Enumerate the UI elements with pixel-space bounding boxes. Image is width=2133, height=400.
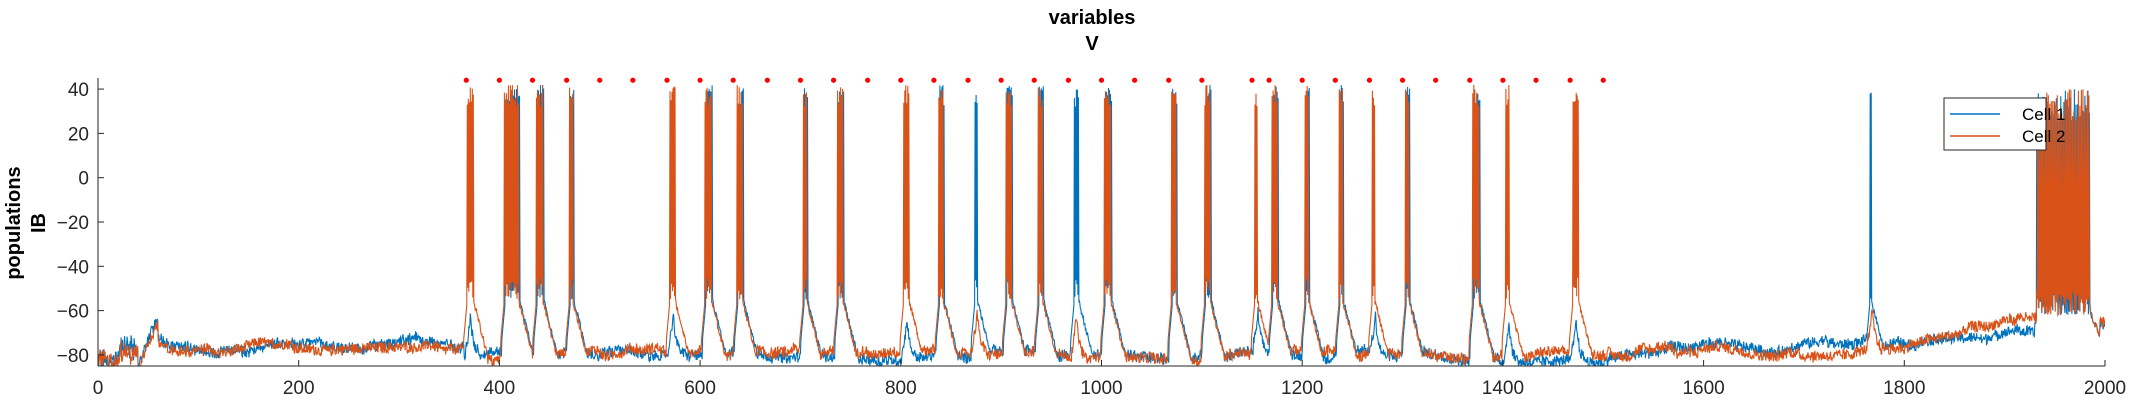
y-axis-label-line1: populations: [3, 166, 25, 279]
marker-point: [965, 77, 971, 83]
marker-point: [1098, 77, 1105, 83]
marker-point: [797, 77, 804, 83]
marker-point: [1065, 77, 1071, 83]
marker-point: [529, 77, 536, 83]
marker-point: [830, 77, 837, 83]
x-tick-label: 200: [283, 378, 315, 399]
legend: Cell 1 Cell 2: [1943, 97, 2065, 151]
marker-point: [1600, 77, 1606, 83]
x-tick-label: 1400: [1482, 378, 1524, 399]
y-tick-label: 40: [68, 80, 89, 101]
marker-point: [764, 77, 770, 83]
y-axis-label: populations IB: [3, 166, 50, 279]
chart-subtitle: V: [1085, 33, 1099, 55]
marker-series: [463, 77, 1606, 83]
marker-point: [1567, 77, 1573, 83]
x-tick-label: 1800: [1883, 378, 1925, 399]
marker-point: [1132, 77, 1138, 83]
y-tick-label: 20: [68, 124, 89, 145]
y-axis-label-line2: IB: [28, 213, 50, 233]
marker-point: [1533, 77, 1539, 83]
y-tick-label: −20: [57, 213, 89, 234]
marker-point: [564, 77, 570, 83]
marker-point: [898, 77, 904, 83]
legend-box: [1943, 97, 2047, 151]
marker-point: [1467, 77, 1473, 83]
marker-point: [865, 77, 871, 83]
marker-point: [697, 77, 703, 83]
marker-point: [1399, 77, 1406, 83]
x-tick-label: 400: [484, 378, 516, 399]
x-tick-label: 1000: [1080, 378, 1122, 399]
legend-label-cell-1: Cell 1: [2022, 105, 2065, 124]
y-tick-label: 0: [78, 169, 89, 190]
marker-point: [664, 77, 670, 83]
y-axis-ticks: 40 20 0 −20 −40 −60 −80: [57, 80, 104, 367]
marker-point: [1266, 77, 1272, 83]
legend-label-cell-2: Cell 2: [2022, 127, 2065, 146]
x-tick-label: 1200: [1281, 378, 1323, 399]
marker-point: [1366, 77, 1373, 83]
y-tick-label: −60: [57, 302, 89, 323]
series-line-cell-2: [98, 84, 2105, 366]
marker-point: [1433, 77, 1439, 83]
y-tick-label: −40: [57, 257, 89, 278]
marker-point: [1166, 77, 1172, 83]
series-cell-2: [98, 84, 2105, 366]
marker-point: [931, 77, 937, 83]
x-tick-label: 0: [93, 378, 104, 399]
marker-point: [998, 77, 1004, 83]
marker-point: [1199, 77, 1205, 83]
x-tick-label: 800: [885, 378, 917, 399]
marker-point: [730, 77, 736, 83]
marker-point: [496, 77, 502, 83]
marker-point: [630, 77, 636, 83]
x-tick-label: 2000: [2084, 378, 2126, 399]
x-tick-label: 1600: [1682, 378, 1724, 399]
marker-point: [1031, 77, 1037, 83]
marker-point: [1249, 77, 1255, 83]
marker-point: [1299, 77, 1305, 83]
marker-point: [597, 77, 603, 83]
marker-point: [463, 77, 469, 83]
series-line-cell-1: [98, 85, 2105, 366]
chart-title: variables: [1049, 7, 1136, 29]
marker-point: [1332, 77, 1338, 83]
marker-point: [1500, 77, 1506, 83]
axes: [97, 78, 2105, 367]
series-cell-1: [98, 85, 2105, 366]
x-tick-label: 600: [684, 378, 716, 399]
x-axis-ticks: 0 200 400 600 800 1000 1200 1400 1600 1800 2000: [93, 360, 2126, 399]
y-tick-label: −80: [57, 346, 89, 367]
